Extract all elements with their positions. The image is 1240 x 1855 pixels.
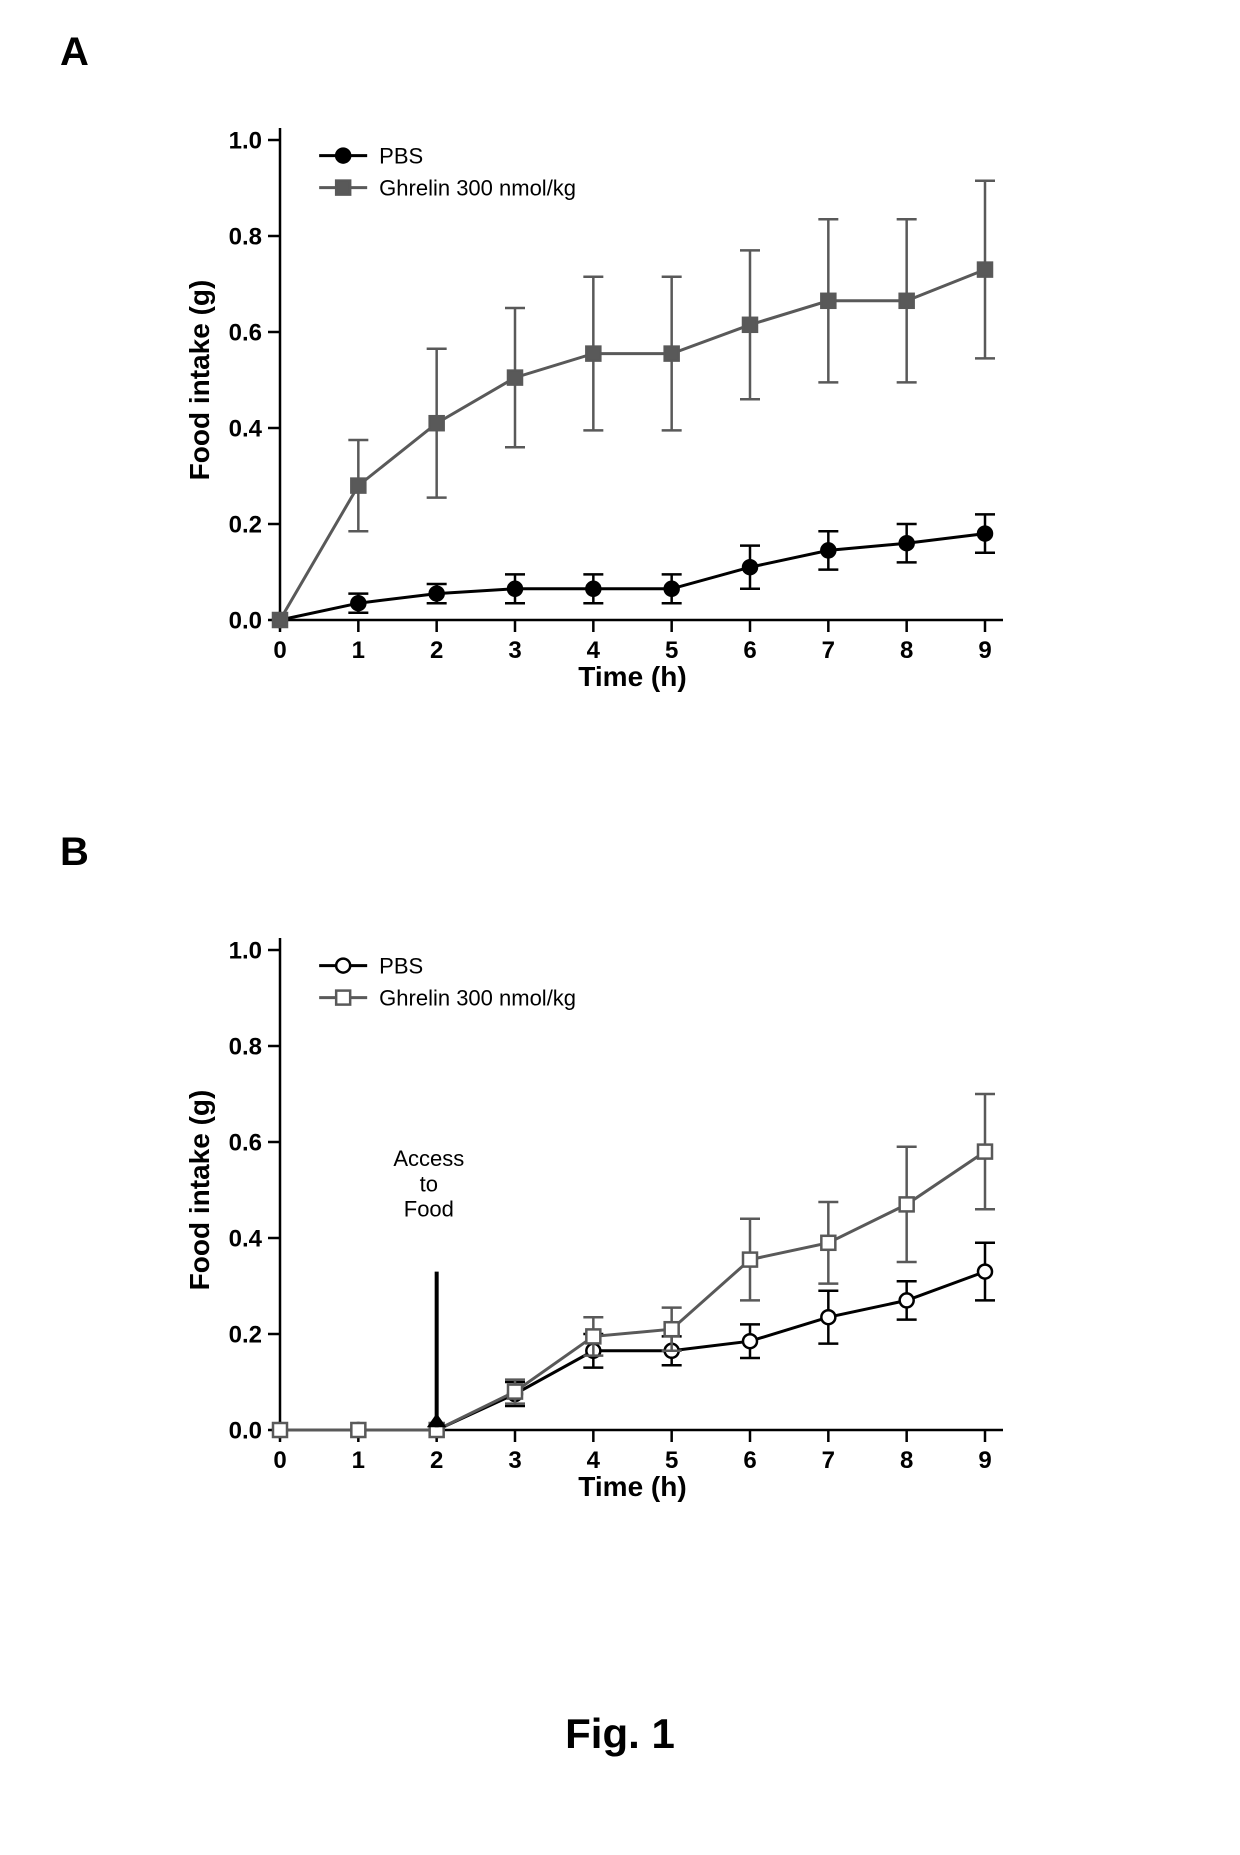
svg-text:Time (h): Time (h) [578, 661, 686, 692]
svg-text:Ghrelin 300 nmol/kg: Ghrelin 300 nmol/kg [379, 175, 576, 200]
svg-text:1.0: 1.0 [229, 127, 262, 154]
svg-text:1: 1 [352, 1447, 365, 1474]
svg-text:2: 2 [430, 637, 443, 664]
svg-text:PBS: PBS [379, 143, 423, 168]
svg-text:3: 3 [508, 1447, 521, 1474]
svg-text:0.2: 0.2 [229, 1321, 262, 1348]
svg-text:0.6: 0.6 [229, 1129, 262, 1156]
svg-text:Food: Food [404, 1197, 454, 1222]
svg-text:to: to [420, 1171, 438, 1196]
svg-text:7: 7 [822, 637, 835, 664]
svg-text:5: 5 [665, 637, 678, 664]
svg-text:1.0: 1.0 [229, 937, 262, 964]
svg-text:Food intake (g): Food intake (g) [185, 280, 215, 481]
svg-text:Food intake (g): Food intake (g) [185, 1090, 215, 1291]
svg-text:6: 6 [743, 637, 756, 664]
svg-text:7: 7 [822, 1447, 835, 1474]
chart-panel-b: 0 1 2 3 4 5 6 7 8 9 0.0 0.2 0.4 0.6 0.8 1.0 Time (h) Food… [185, 930, 1015, 1510]
figure-page: A B 0 1 2 3 4 5 6 7 8 9 0.0 0.2 0.4 0.6 0.8 1.0 Time (h)… [0, 0, 1240, 1855]
svg-text:0.6: 0.6 [229, 319, 262, 346]
svg-text:0.4: 0.4 [229, 415, 263, 442]
svg-text:1: 1 [352, 637, 365, 664]
svg-text:0.8: 0.8 [229, 1033, 262, 1060]
svg-text:Time (h): Time (h) [578, 1471, 686, 1502]
svg-text:0.2: 0.2 [229, 511, 262, 538]
svg-text:0.8: 0.8 [229, 223, 262, 250]
panel-label-a: A [60, 30, 89, 75]
figure-caption: Fig. 1 [0, 1710, 1240, 1758]
svg-text:Access: Access [393, 1146, 464, 1171]
svg-text:9: 9 [978, 1447, 991, 1474]
svg-text:9: 9 [978, 637, 991, 664]
svg-text:0.0: 0.0 [229, 1417, 262, 1444]
svg-text:5: 5 [665, 1447, 678, 1474]
svg-text:4: 4 [587, 637, 601, 664]
svg-text:3: 3 [508, 637, 521, 664]
svg-text:8: 8 [900, 1447, 913, 1474]
svg-text:0: 0 [273, 637, 286, 664]
svg-text:0.4: 0.4 [229, 1225, 263, 1252]
svg-text:4: 4 [587, 1447, 601, 1474]
chart-panel-a: 0 1 2 3 4 5 6 7 8 9 0.0 0.2 0.4 0.6 0.8 1.0 Time (h) Food… [185, 120, 1015, 700]
svg-text:Ghrelin 300 nmol/kg: Ghrelin 300 nmol/kg [379, 985, 576, 1010]
svg-text:6: 6 [743, 1447, 756, 1474]
svg-text:0: 0 [273, 1447, 286, 1474]
panel-label-b: B [60, 830, 89, 875]
svg-text:PBS: PBS [379, 953, 423, 978]
svg-text:8: 8 [900, 637, 913, 664]
svg-text:0.0: 0.0 [229, 607, 262, 634]
svg-text:2: 2 [430, 1447, 443, 1474]
